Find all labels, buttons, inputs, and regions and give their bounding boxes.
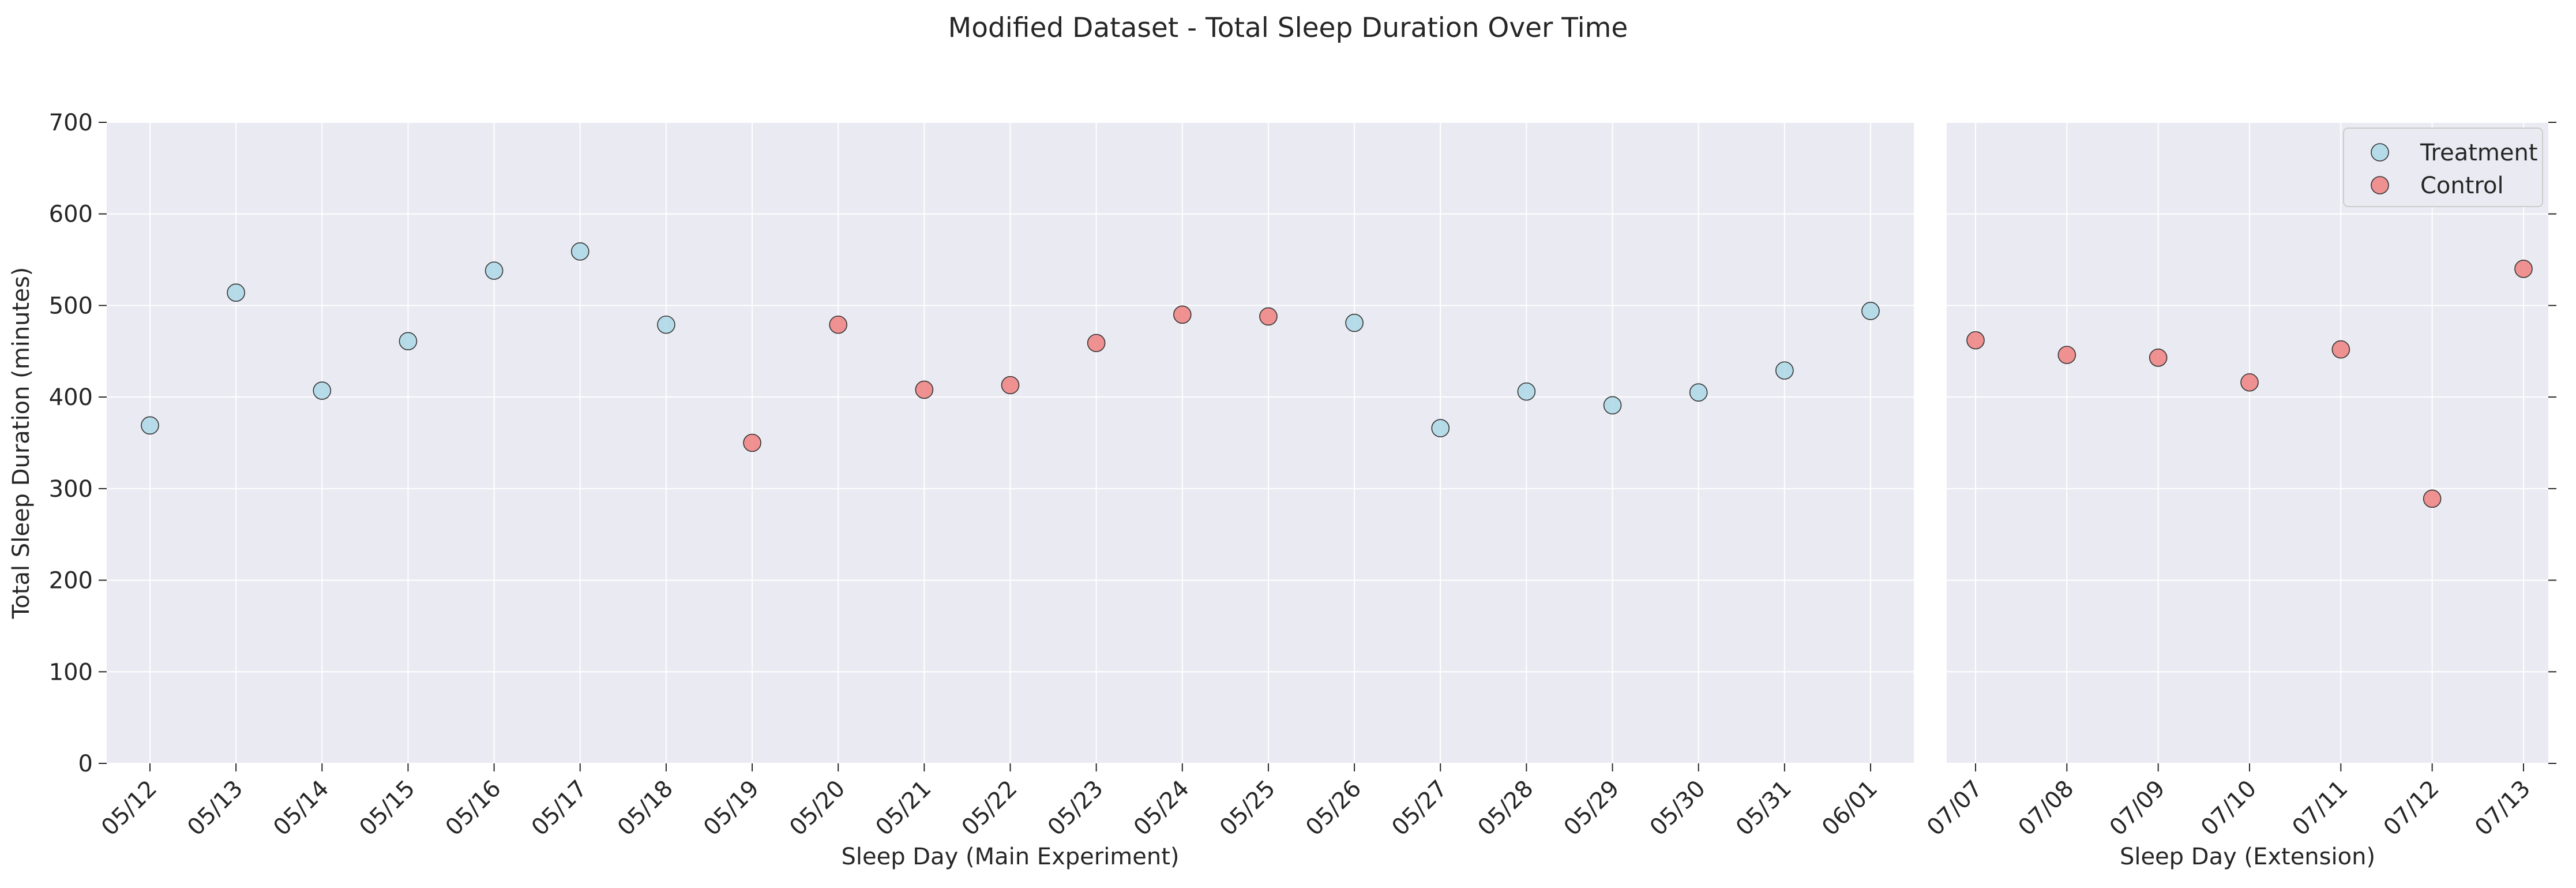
x-tick-label: 05/26: [1301, 775, 1366, 841]
legend-label-control: Control: [2420, 173, 2504, 199]
x-tick-label: 07/12: [2379, 775, 2444, 841]
y-axis-label: Total Sleep Duration (minutes): [8, 267, 35, 620]
x-tick-label: 05/19: [699, 775, 764, 841]
data-point-treatment: [485, 261, 504, 280]
legend-marker-control: [2371, 176, 2389, 194]
x-tick-label: 05/22: [957, 775, 1023, 841]
x-tick-label: 07/07: [1922, 775, 1988, 841]
main-data-points: [141, 242, 1880, 452]
main-x-axis-label: Sleep Day (Main Experiment): [841, 844, 1179, 870]
data-point-control: [1001, 376, 1020, 395]
y-tick-label: 0: [78, 751, 93, 777]
data-point-treatment: [1603, 396, 1622, 415]
x-tick-label: 07/11: [2287, 775, 2353, 841]
y-tick-label: 700: [49, 110, 93, 136]
extension-gridlines: [1947, 122, 2548, 764]
y-tick-label: 600: [49, 201, 93, 228]
data-point-control: [1259, 307, 1278, 326]
x-tick-label: 05/24: [1129, 775, 1195, 841]
x-tick-label: 05/21: [870, 775, 936, 841]
extension-x-axis-label: Sleep Day (Extension): [2120, 844, 2375, 870]
legend-box: [2343, 128, 2543, 207]
x-tick-label: 05/14: [268, 775, 334, 841]
x-tick-label: 05/25: [1215, 775, 1281, 841]
y-tick-label: 400: [49, 384, 93, 411]
x-tick-label: 05/28: [1473, 775, 1538, 841]
x-tick-label: 05/31: [1731, 775, 1797, 841]
data-point-treatment: [399, 332, 418, 351]
figure-title: Modified Dataset - Total Sleep Duration …: [948, 12, 1628, 44]
x-tick-label: 05/12: [96, 775, 162, 841]
data-point-treatment: [1775, 361, 1794, 380]
legend: Treatment Control: [2343, 128, 2543, 207]
data-point-control: [829, 315, 847, 334]
data-point-control: [915, 380, 934, 399]
main-gridlines: [107, 122, 1914, 764]
data-point-control: [2240, 373, 2259, 392]
x-tick-label: 07/10: [2196, 775, 2262, 841]
legend-label-treatment: Treatment: [2420, 140, 2538, 166]
x-tick-label: 05/30: [1645, 775, 1711, 841]
data-point-treatment: [1689, 383, 1708, 402]
y-tick-label: 100: [49, 659, 93, 685]
y-tick-label: 500: [49, 293, 93, 319]
data-point-treatment: [141, 416, 159, 435]
main-experiment-panel: 0 100 200 300 400 500 600 700 05/12 05/13 05/14 05/…: [8, 110, 1914, 870]
extension-data-points: [1966, 260, 2533, 508]
y-tick-label: 300: [49, 476, 93, 503]
data-point-control: [2149, 349, 2168, 367]
data-point-control: [2331, 340, 2350, 359]
x-tick-label: 05/15: [354, 775, 420, 841]
data-point-treatment: [1517, 382, 1536, 401]
data-point-control: [2514, 260, 2533, 278]
y-tick-label: 200: [49, 568, 93, 594]
data-point-control: [1966, 331, 1985, 350]
data-point-treatment: [570, 242, 589, 261]
x-tick-label: 06/01: [1817, 775, 1883, 841]
x-tick-label: 07/09: [2105, 775, 2171, 841]
data-point-control: [1173, 305, 1192, 324]
legend-marker-treatment: [2371, 143, 2389, 162]
x-tick-label: 05/27: [1387, 775, 1452, 841]
data-point-control: [2057, 346, 2076, 364]
data-point-treatment: [227, 283, 245, 302]
data-point-control: [2423, 489, 2442, 508]
data-point-treatment: [1861, 302, 1880, 320]
data-point-treatment: [1345, 313, 1364, 332]
data-point-treatment: [313, 381, 332, 400]
x-tick-label: 05/18: [613, 775, 678, 841]
extension-panel: 07/07 07/08 07/09 07/10 07/11 07/12 07/13 Slee…: [1922, 122, 2556, 870]
x-tick-label: 05/13: [182, 775, 248, 841]
x-tick-label: 05/23: [1043, 775, 1109, 841]
x-tick-label: 05/29: [1559, 775, 1625, 841]
x-tick-label: 07/13: [2470, 775, 2536, 841]
x-tick-label: 07/08: [2013, 775, 2079, 841]
extension-plot-area: [1947, 122, 2548, 763]
x-tick-label: 05/17: [527, 775, 592, 841]
x-tick-label: 05/16: [441, 775, 506, 841]
data-point-treatment: [1431, 419, 1450, 437]
x-tick-label: 05/20: [784, 775, 850, 841]
data-point-control: [743, 433, 761, 452]
data-point-control: [1087, 334, 1106, 353]
data-point-treatment: [657, 315, 675, 334]
